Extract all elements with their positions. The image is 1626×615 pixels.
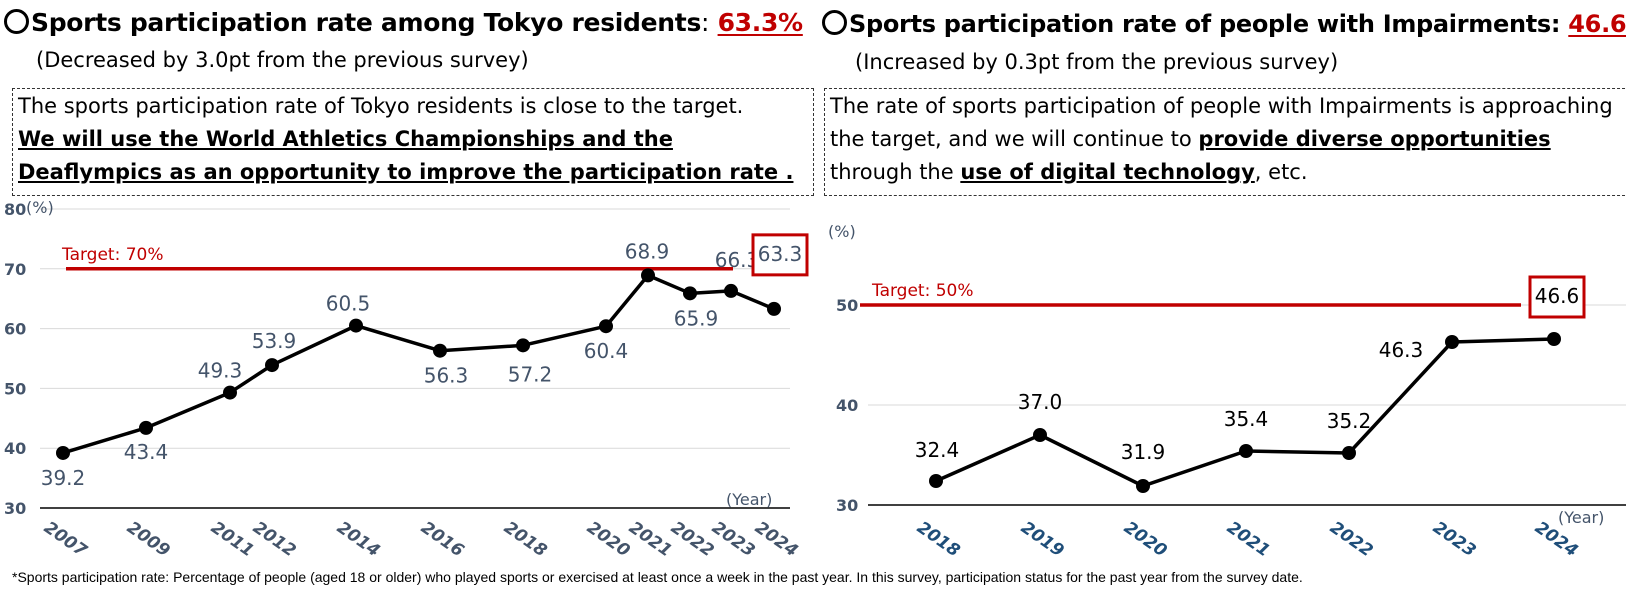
data-label: 57.2	[508, 362, 553, 386]
footnote: *Sports participation rate: Percentage o…	[12, 569, 1303, 585]
y-tick-label: 40	[836, 396, 858, 415]
data-point	[1136, 479, 1150, 493]
data-label: 39.2	[41, 466, 86, 490]
data-point	[1033, 428, 1047, 442]
x-tick-label: 2021	[625, 518, 675, 562]
y-unit-label: (%)	[26, 200, 54, 217]
y-tick-label: 80	[4, 200, 26, 219]
data-label: 46.3	[1379, 338, 1424, 362]
data-label: 35.2	[1327, 409, 1372, 433]
data-point	[516, 338, 530, 353]
x-tick-label: 2023	[1429, 518, 1479, 562]
x-tick-label: 2023	[708, 518, 758, 562]
y-tick-label: 30	[4, 499, 26, 518]
x-tick-label: 2012	[249, 518, 299, 562]
data-point	[1342, 446, 1356, 460]
data-point	[223, 385, 237, 400]
y-tick-label: 40	[4, 439, 26, 458]
x-tick-label: 2014	[333, 518, 383, 562]
data-point	[433, 343, 447, 358]
data-label: 60.5	[326, 292, 371, 316]
y-unit-label: (%)	[828, 222, 856, 241]
y-tick-label: 50	[836, 296, 858, 315]
left-change-text: (Decreased by 3.0pt from the previous su…	[36, 48, 529, 72]
right-line-chart: 30 40 50 (%) (Year) Target: 50% 32.4 2018 37.0 20…	[828, 222, 1626, 562]
data-point	[641, 268, 655, 283]
y-tick-label: 50	[4, 379, 26, 398]
x-tick-label: 2019	[1017, 518, 1067, 562]
right-note-bold-1: provide diverse opportunities	[1198, 127, 1551, 151]
data-label: 46.6	[1535, 284, 1580, 308]
data-point	[56, 445, 70, 460]
left-panel: Sports participation rate among Tokyo re…	[0, 0, 814, 565]
left-note-bold: We will use the World Athletics Champion…	[18, 127, 794, 184]
x-tick-label: 2022	[1326, 518, 1376, 562]
circle-bullet-icon	[4, 9, 29, 34]
data-label: 37.0	[1018, 390, 1063, 414]
data-point	[683, 286, 697, 301]
data-point	[767, 301, 781, 316]
x-tick-label: 2024	[751, 518, 801, 562]
data-point	[1239, 444, 1253, 458]
data-label: 53.9	[252, 329, 297, 353]
data-point	[599, 319, 613, 334]
x-tick-label: 2007	[40, 518, 90, 562]
x-tick-label: 2009	[123, 518, 173, 562]
data-label: 43.4	[124, 440, 169, 464]
left-line-chart: 30 40 50 60 70 80 (%) (Year) Target: 70% 39.2 2007…	[4, 200, 809, 562]
data-label: 31.9	[1121, 440, 1166, 464]
highlight-box	[1528, 275, 1586, 319]
data-label: 63.3	[758, 242, 803, 266]
data-label: 56.3	[424, 364, 469, 388]
data-label: 68.9	[625, 239, 670, 263]
circle-bullet-icon	[822, 10, 847, 35]
left-note-plain: The sports participation rate of Tokyo r…	[18, 94, 744, 118]
left-heading: Sports participation rate among Tokyo re…	[4, 8, 803, 37]
x-tick-label: 2018	[913, 518, 963, 562]
x-tick-label: 2018	[500, 518, 550, 562]
x-unit-label: (Year)	[726, 490, 772, 509]
data-label: 32.4	[915, 438, 960, 462]
data-point	[929, 474, 943, 488]
right-note-1: The rate of sports participation of peop…	[830, 94, 1613, 151]
right-note-bold-2: use of digital technology	[960, 160, 1255, 184]
x-tick-label: 2021	[1223, 518, 1273, 562]
data-label: 65.9	[674, 306, 719, 330]
target-label: Target: 50%	[871, 281, 974, 301]
x-tick-label: 2016	[417, 518, 467, 562]
right-heading-sep: :	[1550, 10, 1561, 38]
left-rate: 63.3%	[717, 8, 804, 37]
right-note-2: through the	[830, 160, 961, 184]
data-label: 35.4	[1224, 407, 1269, 431]
x-tick-label: 2020	[1120, 518, 1170, 562]
data-point	[1445, 335, 1459, 349]
left-note-box: The sports participation rate of Tokyo r…	[12, 88, 814, 196]
data-point	[139, 420, 153, 435]
y-tick-label: 60	[4, 320, 26, 339]
left-heading-text: Sports participation rate among Tokyo re…	[31, 8, 702, 37]
right-heading: Sports participation rate of people with…	[822, 10, 1626, 38]
y-tick-label: 30	[836, 496, 858, 515]
right-rate: 46.6%	[1568, 10, 1626, 38]
right-heading-text: Sports participation rate of people with…	[849, 10, 1551, 38]
series-line	[62, 273, 775, 455]
y-tick-label: 70	[4, 260, 26, 279]
data-point	[724, 283, 738, 298]
highlight-box	[751, 233, 809, 277]
data-point	[265, 358, 279, 373]
data-label: 60.4	[584, 339, 629, 363]
data-point	[349, 318, 363, 333]
data-label: 49.3	[198, 359, 243, 383]
x-tick-label: 2020	[583, 518, 633, 562]
right-panel: Sports participation rate of people with…	[818, 0, 1626, 565]
x-tick-label: 2022	[667, 518, 717, 562]
x-tick-label: 2011	[207, 518, 257, 562]
target-label: Target: 70%	[61, 245, 164, 265]
x-unit-label: (Year)	[1558, 508, 1604, 527]
right-note-box: The rate of sports participation of peop…	[824, 88, 1626, 196]
right-change-text: (Increased by 0.3pt from the previous su…	[855, 50, 1339, 74]
right-note-3: , etc.	[1254, 160, 1308, 184]
data-point	[1547, 332, 1561, 346]
left-heading-sep: :	[701, 8, 710, 37]
